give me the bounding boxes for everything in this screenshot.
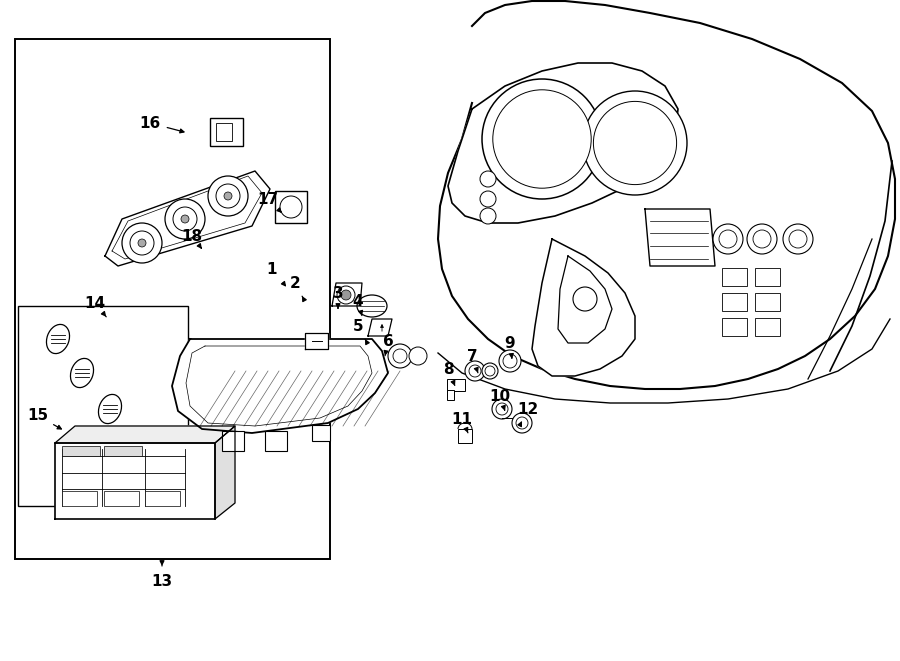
Bar: [15, 39, 330, 559]
Bar: [145, 491, 180, 506]
Circle shape: [485, 366, 495, 376]
Text: 7: 7: [467, 348, 477, 364]
Circle shape: [503, 354, 517, 368]
Circle shape: [593, 101, 677, 184]
Text: 3: 3: [333, 286, 343, 301]
Circle shape: [512, 413, 532, 433]
Circle shape: [492, 399, 512, 419]
Circle shape: [208, 176, 248, 216]
Text: 14: 14: [85, 295, 105, 311]
Polygon shape: [438, 1, 895, 389]
Circle shape: [388, 344, 412, 368]
Bar: [62, 446, 100, 456]
Ellipse shape: [70, 358, 94, 387]
Polygon shape: [448, 63, 678, 223]
Bar: [447, 390, 454, 400]
Circle shape: [747, 224, 777, 254]
Polygon shape: [55, 443, 215, 519]
Circle shape: [130, 231, 154, 255]
Text: 2: 2: [290, 276, 301, 290]
Text: 13: 13: [151, 574, 173, 588]
Circle shape: [719, 230, 737, 248]
Circle shape: [224, 192, 232, 200]
Circle shape: [122, 223, 162, 263]
Circle shape: [753, 230, 771, 248]
Polygon shape: [645, 209, 715, 266]
Circle shape: [789, 230, 807, 248]
Bar: [216, 123, 232, 141]
Text: 6: 6: [382, 334, 393, 348]
Bar: [447, 379, 465, 391]
Circle shape: [465, 361, 485, 381]
Circle shape: [341, 290, 351, 300]
Circle shape: [573, 287, 597, 311]
Text: 4: 4: [353, 293, 364, 309]
Bar: [755, 293, 780, 311]
Text: 10: 10: [490, 389, 510, 403]
Text: 18: 18: [182, 229, 202, 243]
Circle shape: [337, 286, 355, 304]
Bar: [222, 431, 244, 451]
Text: 1: 1: [266, 262, 277, 276]
Ellipse shape: [47, 325, 69, 354]
Circle shape: [480, 191, 496, 207]
Bar: [104, 446, 142, 456]
Circle shape: [583, 91, 687, 195]
Text: 8: 8: [443, 362, 454, 377]
Bar: [265, 431, 287, 451]
Bar: [755, 318, 780, 336]
Circle shape: [493, 90, 591, 188]
Circle shape: [138, 239, 146, 247]
Bar: [722, 293, 747, 311]
Circle shape: [173, 207, 197, 231]
Circle shape: [181, 215, 189, 223]
Bar: [755, 268, 780, 286]
Bar: [458, 429, 472, 443]
Ellipse shape: [98, 395, 122, 424]
Polygon shape: [215, 426, 235, 519]
Bar: [62, 491, 97, 506]
Circle shape: [393, 349, 407, 363]
Polygon shape: [55, 426, 235, 443]
Circle shape: [480, 171, 496, 187]
Polygon shape: [532, 239, 635, 376]
Circle shape: [496, 403, 508, 415]
Circle shape: [480, 208, 496, 224]
Circle shape: [280, 196, 302, 218]
Polygon shape: [105, 171, 270, 266]
Polygon shape: [305, 333, 328, 349]
Text: 12: 12: [518, 401, 538, 416]
Bar: [210, 118, 243, 146]
Bar: [722, 318, 747, 336]
Circle shape: [165, 199, 205, 239]
Bar: [18, 306, 188, 506]
Circle shape: [499, 350, 521, 372]
Bar: [312, 425, 330, 441]
Text: 11: 11: [452, 412, 472, 426]
Text: 17: 17: [257, 192, 279, 206]
Circle shape: [713, 224, 743, 254]
Polygon shape: [332, 283, 362, 306]
Circle shape: [482, 79, 602, 199]
Polygon shape: [368, 319, 392, 336]
Text: 5: 5: [353, 319, 364, 334]
Circle shape: [469, 365, 481, 377]
Ellipse shape: [357, 295, 387, 317]
Polygon shape: [172, 339, 388, 433]
Polygon shape: [558, 256, 612, 343]
Bar: [275, 191, 307, 223]
Text: 15: 15: [27, 408, 49, 424]
Circle shape: [482, 363, 498, 379]
Text: 16: 16: [140, 116, 160, 130]
Circle shape: [516, 417, 528, 429]
Circle shape: [409, 347, 427, 365]
Bar: [722, 268, 747, 286]
Text: 9: 9: [505, 336, 516, 350]
Circle shape: [783, 224, 813, 254]
Circle shape: [216, 184, 240, 208]
Bar: [104, 491, 139, 506]
